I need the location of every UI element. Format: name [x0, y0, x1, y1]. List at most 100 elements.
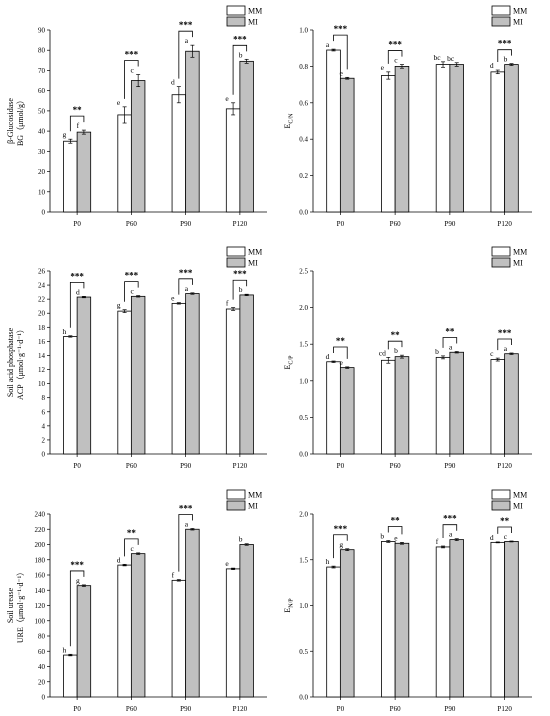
x-tick-label: P120 — [233, 705, 248, 713]
significance-letter: c — [394, 56, 398, 65]
bar-MI — [185, 50, 200, 213]
significance-letter: a — [449, 343, 453, 352]
significance-letter: b — [504, 55, 508, 64]
x-tick-label: P120 — [497, 220, 512, 228]
y-tick-label: 0.5 — [299, 648, 308, 656]
y-axis-label: EN/P — [283, 598, 295, 613]
significance-bracket — [124, 60, 139, 99]
significance-letter: b — [239, 285, 243, 294]
x-tick-label: P120 — [233, 462, 248, 470]
significance-stars: *** — [125, 49, 139, 59]
y-tick-label: 1.5 — [299, 556, 308, 564]
legend-label-MI: MI — [248, 18, 258, 27]
y-axis-label-text: E — [283, 123, 292, 128]
significance-bracket — [69, 281, 85, 328]
significance-letter: e — [394, 533, 398, 542]
x-tick-label: P0 — [73, 705, 81, 713]
y-tick-label: 60 — [38, 87, 46, 95]
bar-MI — [76, 296, 92, 455]
bar-MM — [381, 541, 396, 698]
y-axis-label-line: URE（μmol·g⁻¹·d⁻¹） — [16, 568, 25, 643]
y-axis-label: β-GlucosidaseBG（μmol/g） — [6, 96, 25, 146]
significance-bracket — [69, 570, 85, 647]
significance-letter: e — [381, 63, 385, 72]
significance-letter: e — [340, 358, 344, 367]
bar-MI — [339, 549, 355, 698]
x-tick-label: P60 — [126, 220, 137, 228]
y-tick-label: 40 — [38, 663, 46, 671]
significance-stars: ** — [73, 105, 83, 115]
significance-stars: ** — [336, 336, 346, 346]
x-tick-label: P90 — [444, 462, 455, 470]
significance-stars: *** — [443, 514, 457, 524]
bar-MI — [76, 131, 92, 213]
significance-bracket — [124, 281, 139, 302]
legend-swatch-MM — [226, 489, 246, 500]
bar-MM — [381, 359, 396, 455]
x-tick-label: P60 — [126, 705, 137, 713]
legend-swatch-MI — [491, 16, 511, 27]
y-tick-label: 1.0 — [299, 377, 308, 385]
legend-label-MI: MI — [513, 18, 523, 27]
bar-MM — [171, 94, 187, 213]
bar-MI — [504, 64, 519, 213]
significance-letter: bc — [447, 54, 455, 63]
bar-MM — [63, 654, 78, 698]
significance-letter: d — [76, 287, 80, 296]
y-tick-label: 0 — [42, 694, 46, 702]
significance-bracket — [333, 346, 348, 359]
significance-letter: h — [326, 557, 330, 566]
significance-letter: c — [504, 532, 508, 541]
significance-letter: cd — [379, 348, 386, 357]
significance-stars: *** — [498, 328, 512, 338]
y-tick-label: 40 — [38, 128, 46, 136]
legend-swatch-MI — [226, 257, 246, 268]
significance-bracket — [178, 30, 193, 79]
bar-MM — [117, 114, 132, 213]
significance-letter: e — [340, 68, 344, 77]
legend-label-MI: MI — [248, 502, 258, 511]
bar-MI — [130, 295, 146, 455]
significance-bracket — [387, 50, 403, 64]
legend-swatch-MM — [491, 489, 511, 500]
significance-letter: f — [436, 537, 439, 546]
x-tick-label: P0 — [337, 705, 345, 713]
y-axis-label-text: E — [283, 608, 292, 613]
bar-MI — [185, 528, 200, 698]
significance-letter: a — [449, 530, 453, 539]
y-tick-label: 20 — [38, 310, 46, 318]
x-tick-label: P60 — [126, 462, 137, 470]
significance-bracket — [333, 34, 348, 70]
bar-MM — [490, 71, 506, 213]
chart-panel-5: 0 20 40 60 80 100 120 140 160 180 200 220 240 Soil ur… — [6, 489, 267, 713]
y-tick-label: 200 — [35, 541, 46, 549]
y-tick-label: 220 — [35, 526, 46, 534]
y-tick-label: 8 — [42, 394, 46, 402]
legend-swatch-MI — [491, 257, 511, 268]
y-tick-label: 50 — [38, 107, 46, 115]
x-tick-label: P60 — [390, 705, 401, 713]
legend-swatch-MM — [491, 246, 511, 257]
significance-letter: e — [225, 559, 229, 568]
x-tick-label: P0 — [337, 220, 345, 228]
y-axis-label-subscript: C/N — [289, 113, 295, 124]
significance-letter: e — [171, 294, 175, 303]
y-axis-label-subscript: N/P — [289, 598, 295, 608]
legend-swatch-MI — [226, 16, 246, 27]
legend-swatch-MI — [491, 500, 511, 511]
significance-letter: d — [171, 78, 175, 87]
significance-stars: *** — [179, 268, 193, 278]
bar-MM — [326, 49, 341, 213]
bar-MM — [435, 64, 451, 213]
bar-MM — [63, 336, 78, 455]
bar-MM — [171, 302, 187, 455]
bar-MI — [339, 367, 355, 455]
significance-letter: c — [130, 544, 134, 553]
bar-MI — [449, 539, 464, 698]
significance-letter: c — [130, 65, 134, 74]
significance-letter: g — [62, 130, 66, 139]
significance-bracket — [178, 278, 193, 295]
y-tick-label: 0.0 — [299, 209, 308, 217]
